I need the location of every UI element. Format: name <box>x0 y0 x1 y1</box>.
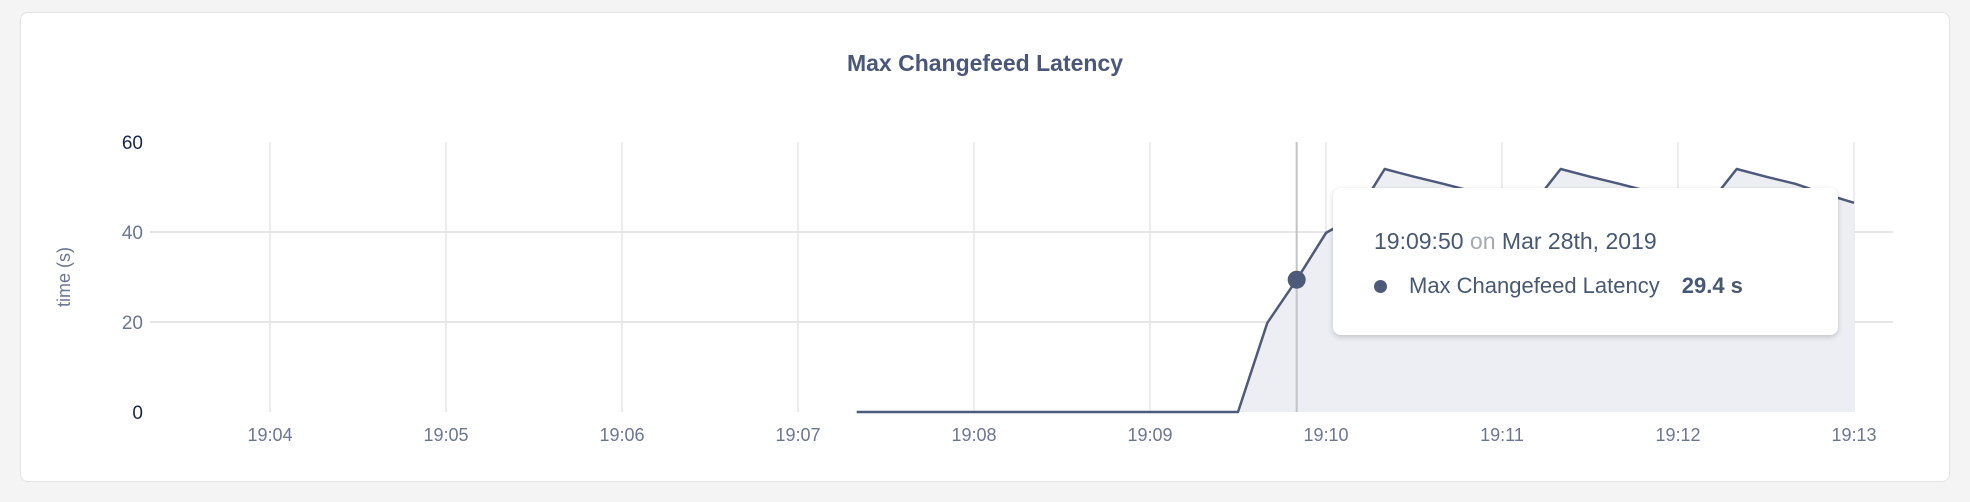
x-tick-label: 19:09 <box>1127 425 1172 445</box>
tooltip: 19:09:50 on Mar 28th, 2019 Max Changefee… <box>1333 188 1838 335</box>
tooltip-time: 19:09:50 <box>1374 228 1464 254</box>
series-dot-icon <box>1374 279 1387 293</box>
y-axis-label: time (s) <box>54 247 74 307</box>
x-tick-label: 19:13 <box>1831 425 1876 445</box>
x-tick-label: 19:07 <box>775 425 820 445</box>
hover-point <box>1287 270 1306 289</box>
x-tick-label: 19:08 <box>951 425 996 445</box>
tooltip-date: Mar 28th, 2019 <box>1501 228 1657 254</box>
tooltip-on: on <box>1469 228 1496 254</box>
x-tick-label: 19:06 <box>599 425 644 445</box>
x-tick-label: 19:04 <box>247 425 292 445</box>
y-tick-label: 20 <box>122 313 143 334</box>
x-tick-label: 19:12 <box>1655 425 1700 445</box>
x-tick-label: 19:11 <box>1480 425 1524 445</box>
chart-title: Max Changefeed Latency <box>847 50 1123 76</box>
y-tick-label: 40 <box>122 223 143 244</box>
y-tick-label: 60 <box>122 133 143 154</box>
tooltip-series-name: Max Changefeed Latency <box>1409 273 1660 298</box>
y-tick-label: 0 <box>132 403 143 424</box>
tooltip-value: 29.4 s <box>1681 273 1743 298</box>
x-tick-label: 19:10 <box>1303 425 1348 445</box>
x-tick-label: 19:05 <box>423 425 468 445</box>
